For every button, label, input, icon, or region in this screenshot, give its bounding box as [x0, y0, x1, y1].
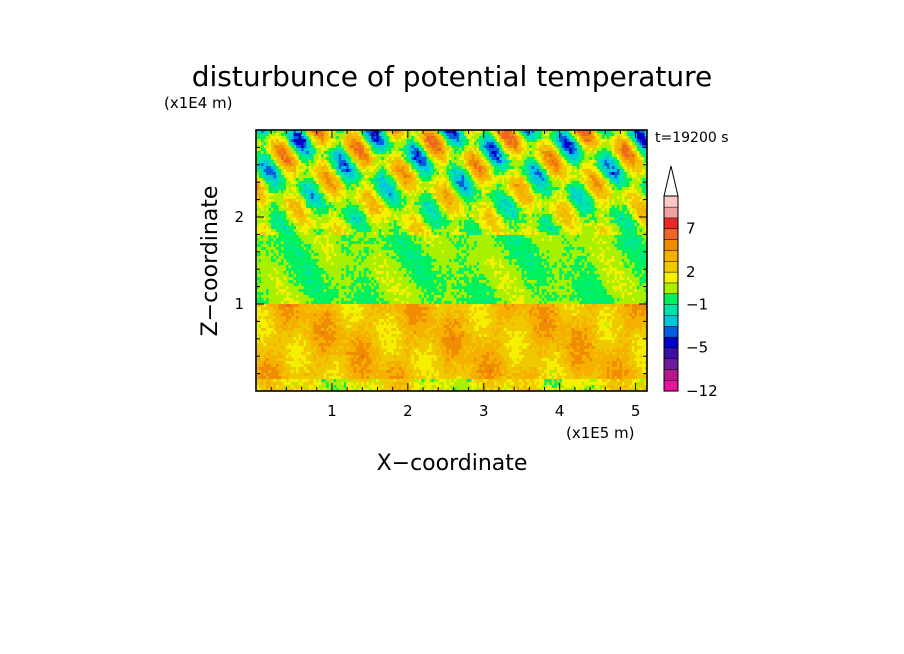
plot-area [256, 130, 647, 391]
y-unit-label: (x1E4 m) [164, 94, 233, 112]
time-label: t=19200 s [655, 130, 729, 146]
chart-title: disturbunce of potential temperature [192, 60, 713, 93]
heatmap-field [256, 130, 647, 391]
